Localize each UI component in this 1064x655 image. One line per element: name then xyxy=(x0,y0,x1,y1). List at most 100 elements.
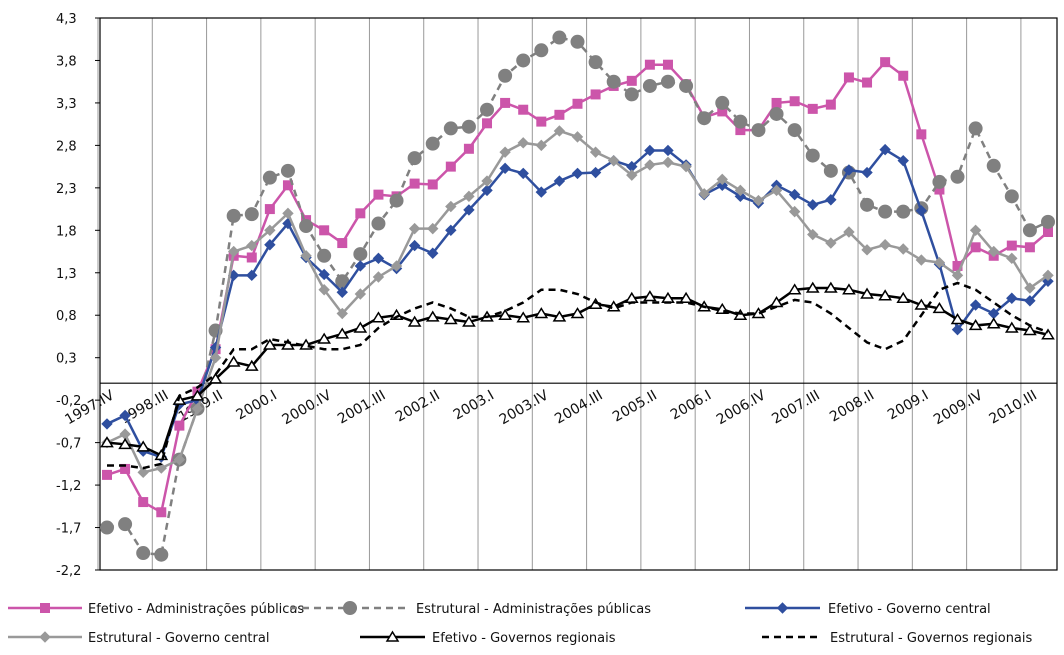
data-point xyxy=(354,260,367,272)
data-point xyxy=(1041,328,1055,340)
legend-item: Estrutural - Governos regionais xyxy=(762,631,1033,646)
x-tick-label: 2004.III xyxy=(552,387,605,427)
data-point xyxy=(626,169,638,181)
data-point xyxy=(354,288,367,300)
data-point xyxy=(244,207,259,222)
y-tick-label: 0,8 xyxy=(56,309,77,324)
data-point xyxy=(407,315,422,327)
data-point xyxy=(572,98,583,109)
data-point xyxy=(427,179,438,190)
data-point xyxy=(317,248,332,263)
data-point xyxy=(372,252,385,265)
data-point xyxy=(372,271,385,283)
x-tick-label: 2006.IV xyxy=(714,387,769,428)
data-point xyxy=(769,106,784,121)
data-point xyxy=(209,351,222,364)
data-point xyxy=(499,162,511,175)
data-point xyxy=(862,77,873,88)
data-point xyxy=(463,190,475,203)
data-point xyxy=(950,169,965,184)
data-point xyxy=(191,402,204,415)
data-point xyxy=(896,291,911,303)
y-tick-label: 3,3 xyxy=(56,97,77,112)
legend-marker xyxy=(39,631,51,643)
data-point xyxy=(409,178,420,189)
data-point xyxy=(281,338,295,350)
data-point xyxy=(915,205,928,217)
data-point xyxy=(823,163,838,178)
y-tick-label: 4,3 xyxy=(56,12,77,27)
data-point xyxy=(825,237,837,249)
data-point xyxy=(771,97,782,108)
data-point xyxy=(246,239,258,252)
data-point xyxy=(933,256,946,269)
data-point xyxy=(155,462,167,474)
data-point xyxy=(716,173,728,186)
legend-label: Efetivo - Administrações públicas xyxy=(88,602,304,617)
data-point xyxy=(463,143,474,154)
data-point xyxy=(552,30,567,45)
y-tick-label: 0,3 xyxy=(56,352,77,367)
y-tick-label: -2,2 xyxy=(56,564,81,579)
x-tick-label: 2001.III xyxy=(335,387,388,427)
data-point xyxy=(353,247,368,262)
data-point xyxy=(318,284,330,296)
y-tick-label: 1,3 xyxy=(56,267,77,282)
data-point xyxy=(643,290,657,302)
data-point xyxy=(389,193,404,208)
data-point xyxy=(136,546,151,561)
data-point xyxy=(805,148,820,163)
data-point xyxy=(427,222,439,235)
legend-item: Efetivo - Governo central xyxy=(745,602,991,617)
data-point xyxy=(751,123,766,138)
data-point xyxy=(662,59,673,70)
data-point xyxy=(319,225,330,236)
data-point xyxy=(355,208,366,219)
data-point xyxy=(246,269,258,282)
data-point xyxy=(553,125,566,137)
data-point xyxy=(299,219,314,234)
data-point xyxy=(642,78,657,93)
data-point xyxy=(715,95,730,110)
data-point xyxy=(518,104,529,115)
data-point xyxy=(716,179,728,192)
data-point xyxy=(156,507,167,518)
data-point xyxy=(246,252,257,263)
data-point xyxy=(897,154,909,167)
data-point xyxy=(861,166,873,179)
data-point xyxy=(607,154,620,167)
data-point xyxy=(517,137,529,149)
data-point xyxy=(590,89,601,100)
x-tick-label: 2008.II xyxy=(827,387,877,425)
data-point xyxy=(481,184,493,197)
data-point xyxy=(770,184,783,197)
data-point xyxy=(570,34,585,49)
data-point xyxy=(317,332,331,344)
data-point xyxy=(335,327,350,339)
data-point xyxy=(1043,227,1053,238)
data-point xyxy=(500,97,511,108)
series-line xyxy=(106,36,1049,557)
data-point xyxy=(880,57,891,68)
y-tick-label: -0,7 xyxy=(56,437,81,452)
data-point xyxy=(698,188,710,200)
data-point xyxy=(445,161,456,172)
x-tick-label: 2000.IV xyxy=(280,387,335,428)
data-point xyxy=(951,323,964,336)
data-point xyxy=(408,222,421,235)
data-point xyxy=(950,313,965,325)
data-point xyxy=(878,204,893,219)
data-point xyxy=(536,116,547,127)
data-point xyxy=(825,194,837,206)
data-point xyxy=(282,207,294,220)
data-point xyxy=(263,338,277,350)
data-point xyxy=(264,224,276,237)
data-point xyxy=(932,174,947,189)
data-point xyxy=(898,70,909,81)
x-tick-label: 1998.III xyxy=(118,387,171,427)
series-line xyxy=(106,60,1049,515)
legend-label: Estrutural - Administrações públicas xyxy=(416,602,651,617)
data-point xyxy=(1006,252,1018,265)
data-point xyxy=(644,159,656,171)
